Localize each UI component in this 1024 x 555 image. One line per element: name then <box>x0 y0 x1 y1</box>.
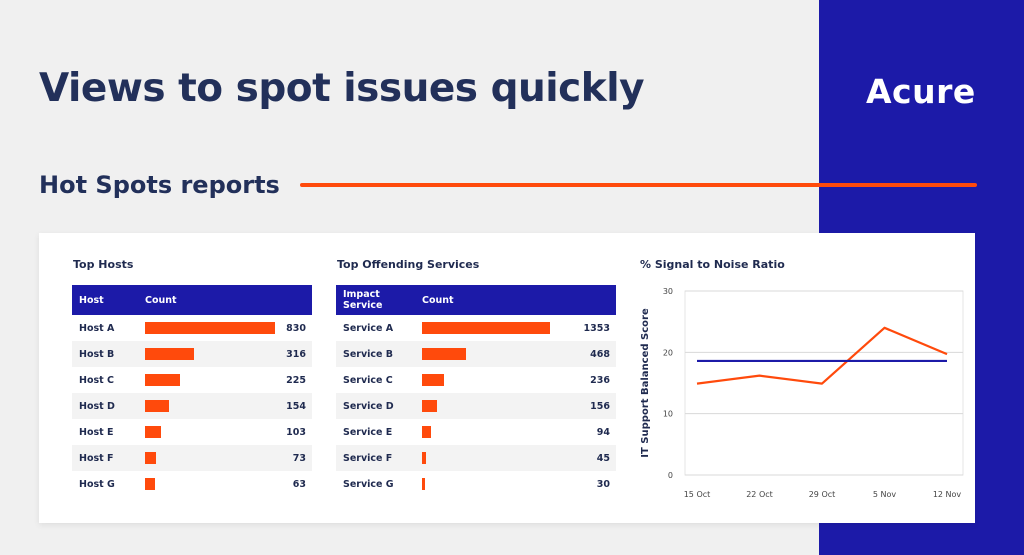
y-tick-label: 30 <box>663 287 673 296</box>
row-name: Host E <box>79 426 114 438</box>
row-count: 30 <box>596 478 610 490</box>
count-bar <box>145 348 195 360</box>
table-row: Host G 63 <box>72 471 312 497</box>
top-services-table: Impact Service Count Service A 1353 Servic… <box>336 285 616 497</box>
column-header-impact-service: Impact Service <box>343 289 383 311</box>
column-header-count: Count <box>145 294 177 306</box>
row-bar-cell <box>422 367 572 393</box>
row-count: 236 <box>590 374 610 386</box>
x-tick-label: 29 Oct <box>809 490 836 499</box>
table-row: Host F 73 <box>72 445 312 471</box>
table-row: Service E 94 <box>336 419 616 445</box>
table-row: Service A 1353 <box>336 315 616 341</box>
count-bar <box>145 374 181 386</box>
row-bar-cell <box>145 419 278 445</box>
report-card: Top Hosts Host Count Host A 830 Host B 316 H… <box>39 233 975 523</box>
table-row: Host D 154 <box>72 393 312 419</box>
row-name: Host A <box>79 322 115 334</box>
row-bar-cell <box>422 419 572 445</box>
top-hosts-title: Top Hosts <box>73 258 134 271</box>
row-count: 156 <box>590 400 610 412</box>
row-count: 1353 <box>583 322 610 334</box>
row-bar-cell <box>145 471 278 497</box>
row-count: 45 <box>596 452 610 464</box>
x-tick-label: 15 Oct <box>684 490 711 499</box>
count-bar <box>422 374 445 386</box>
count-bar <box>145 478 155 490</box>
row-count: 154 <box>286 400 306 412</box>
row-name: Service D <box>343 400 394 412</box>
count-bar <box>422 478 425 490</box>
row-name: Host D <box>79 400 115 412</box>
column-header-count: Count <box>422 294 454 306</box>
section-title: Hot Spots reports <box>39 171 280 199</box>
row-count: 316 <box>286 348 306 360</box>
row-bar-cell <box>145 341 278 367</box>
table-row: Host B 316 <box>72 341 312 367</box>
y-tick-label: 0 <box>668 471 673 480</box>
row-count: 468 <box>590 348 610 360</box>
y-tick-label: 20 <box>663 348 673 357</box>
row-name: Service E <box>343 426 393 438</box>
row-count: 73 <box>292 452 306 464</box>
table-row: Service D 156 <box>336 393 616 419</box>
row-name: Service A <box>343 322 394 334</box>
count-bar <box>145 452 157 464</box>
row-bar-cell <box>422 445 572 471</box>
row-count: 63 <box>292 478 306 490</box>
table-row: Host E 103 <box>72 419 312 445</box>
row-count: 225 <box>286 374 306 386</box>
table-header-row: Host Count <box>72 285 312 315</box>
section-divider <box>300 183 977 187</box>
x-tick-label: 5 Nov <box>873 490 897 499</box>
row-bar-cell <box>422 393 572 419</box>
row-bar-cell <box>145 393 278 419</box>
row-name: Service G <box>343 478 394 490</box>
count-bar <box>422 426 431 438</box>
table-row: Service B 468 <box>336 341 616 367</box>
top-services-title: Top Offending Services <box>337 258 480 271</box>
row-name: Host C <box>79 374 114 386</box>
row-bar-cell <box>422 315 572 341</box>
signal-noise-chart: 0 10 20 30 15 Oct 22 Oct 29 Oct 5 Nov 12 Nov IT S… <box>640 287 964 499</box>
row-bar-cell <box>145 445 278 471</box>
count-bar <box>422 322 550 334</box>
row-count: 94 <box>596 426 610 438</box>
count-bar <box>145 426 162 438</box>
column-header-host: Host <box>79 294 104 306</box>
table-header-row: Impact Service Count <box>336 285 616 315</box>
chart-title: % Signal to Noise Ratio <box>640 258 785 271</box>
row-bar-cell <box>145 315 278 341</box>
row-bar-cell <box>422 341 572 367</box>
table-row: Host C 225 <box>72 367 312 393</box>
y-axis-label: IT Support Balanced Score <box>640 308 651 458</box>
x-tick-label: 22 Oct <box>746 490 773 499</box>
count-bar <box>422 452 427 464</box>
row-name: Host F <box>79 452 114 464</box>
row-name: Service C <box>343 374 393 386</box>
table-row: Service C 236 <box>336 367 616 393</box>
count-bar <box>422 348 467 360</box>
row-name: Host G <box>79 478 115 490</box>
table-row: Service G 30 <box>336 471 616 497</box>
table-row: Host A 830 <box>72 315 312 341</box>
count-bar <box>422 400 437 412</box>
row-count: 103 <box>286 426 306 438</box>
count-bar <box>145 400 170 412</box>
row-bar-cell <box>422 471 572 497</box>
row-name: Host B <box>79 348 115 360</box>
y-tick-label: 10 <box>663 410 673 419</box>
row-name: Service B <box>343 348 394 360</box>
brand-logo: Acure <box>866 72 976 111</box>
table-row: Service F 45 <box>336 445 616 471</box>
row-count: 830 <box>286 322 306 334</box>
count-bar <box>145 322 275 334</box>
x-tick-label: 12 Nov <box>933 490 962 499</box>
top-hosts-table: Host Count Host A 830 Host B 316 Host C 225 Ho… <box>72 285 312 497</box>
page-headline: Views to spot issues quickly <box>39 66 645 111</box>
series-line-1 <box>696 326 948 385</box>
row-name: Service F <box>343 452 393 464</box>
row-bar-cell <box>145 367 278 393</box>
